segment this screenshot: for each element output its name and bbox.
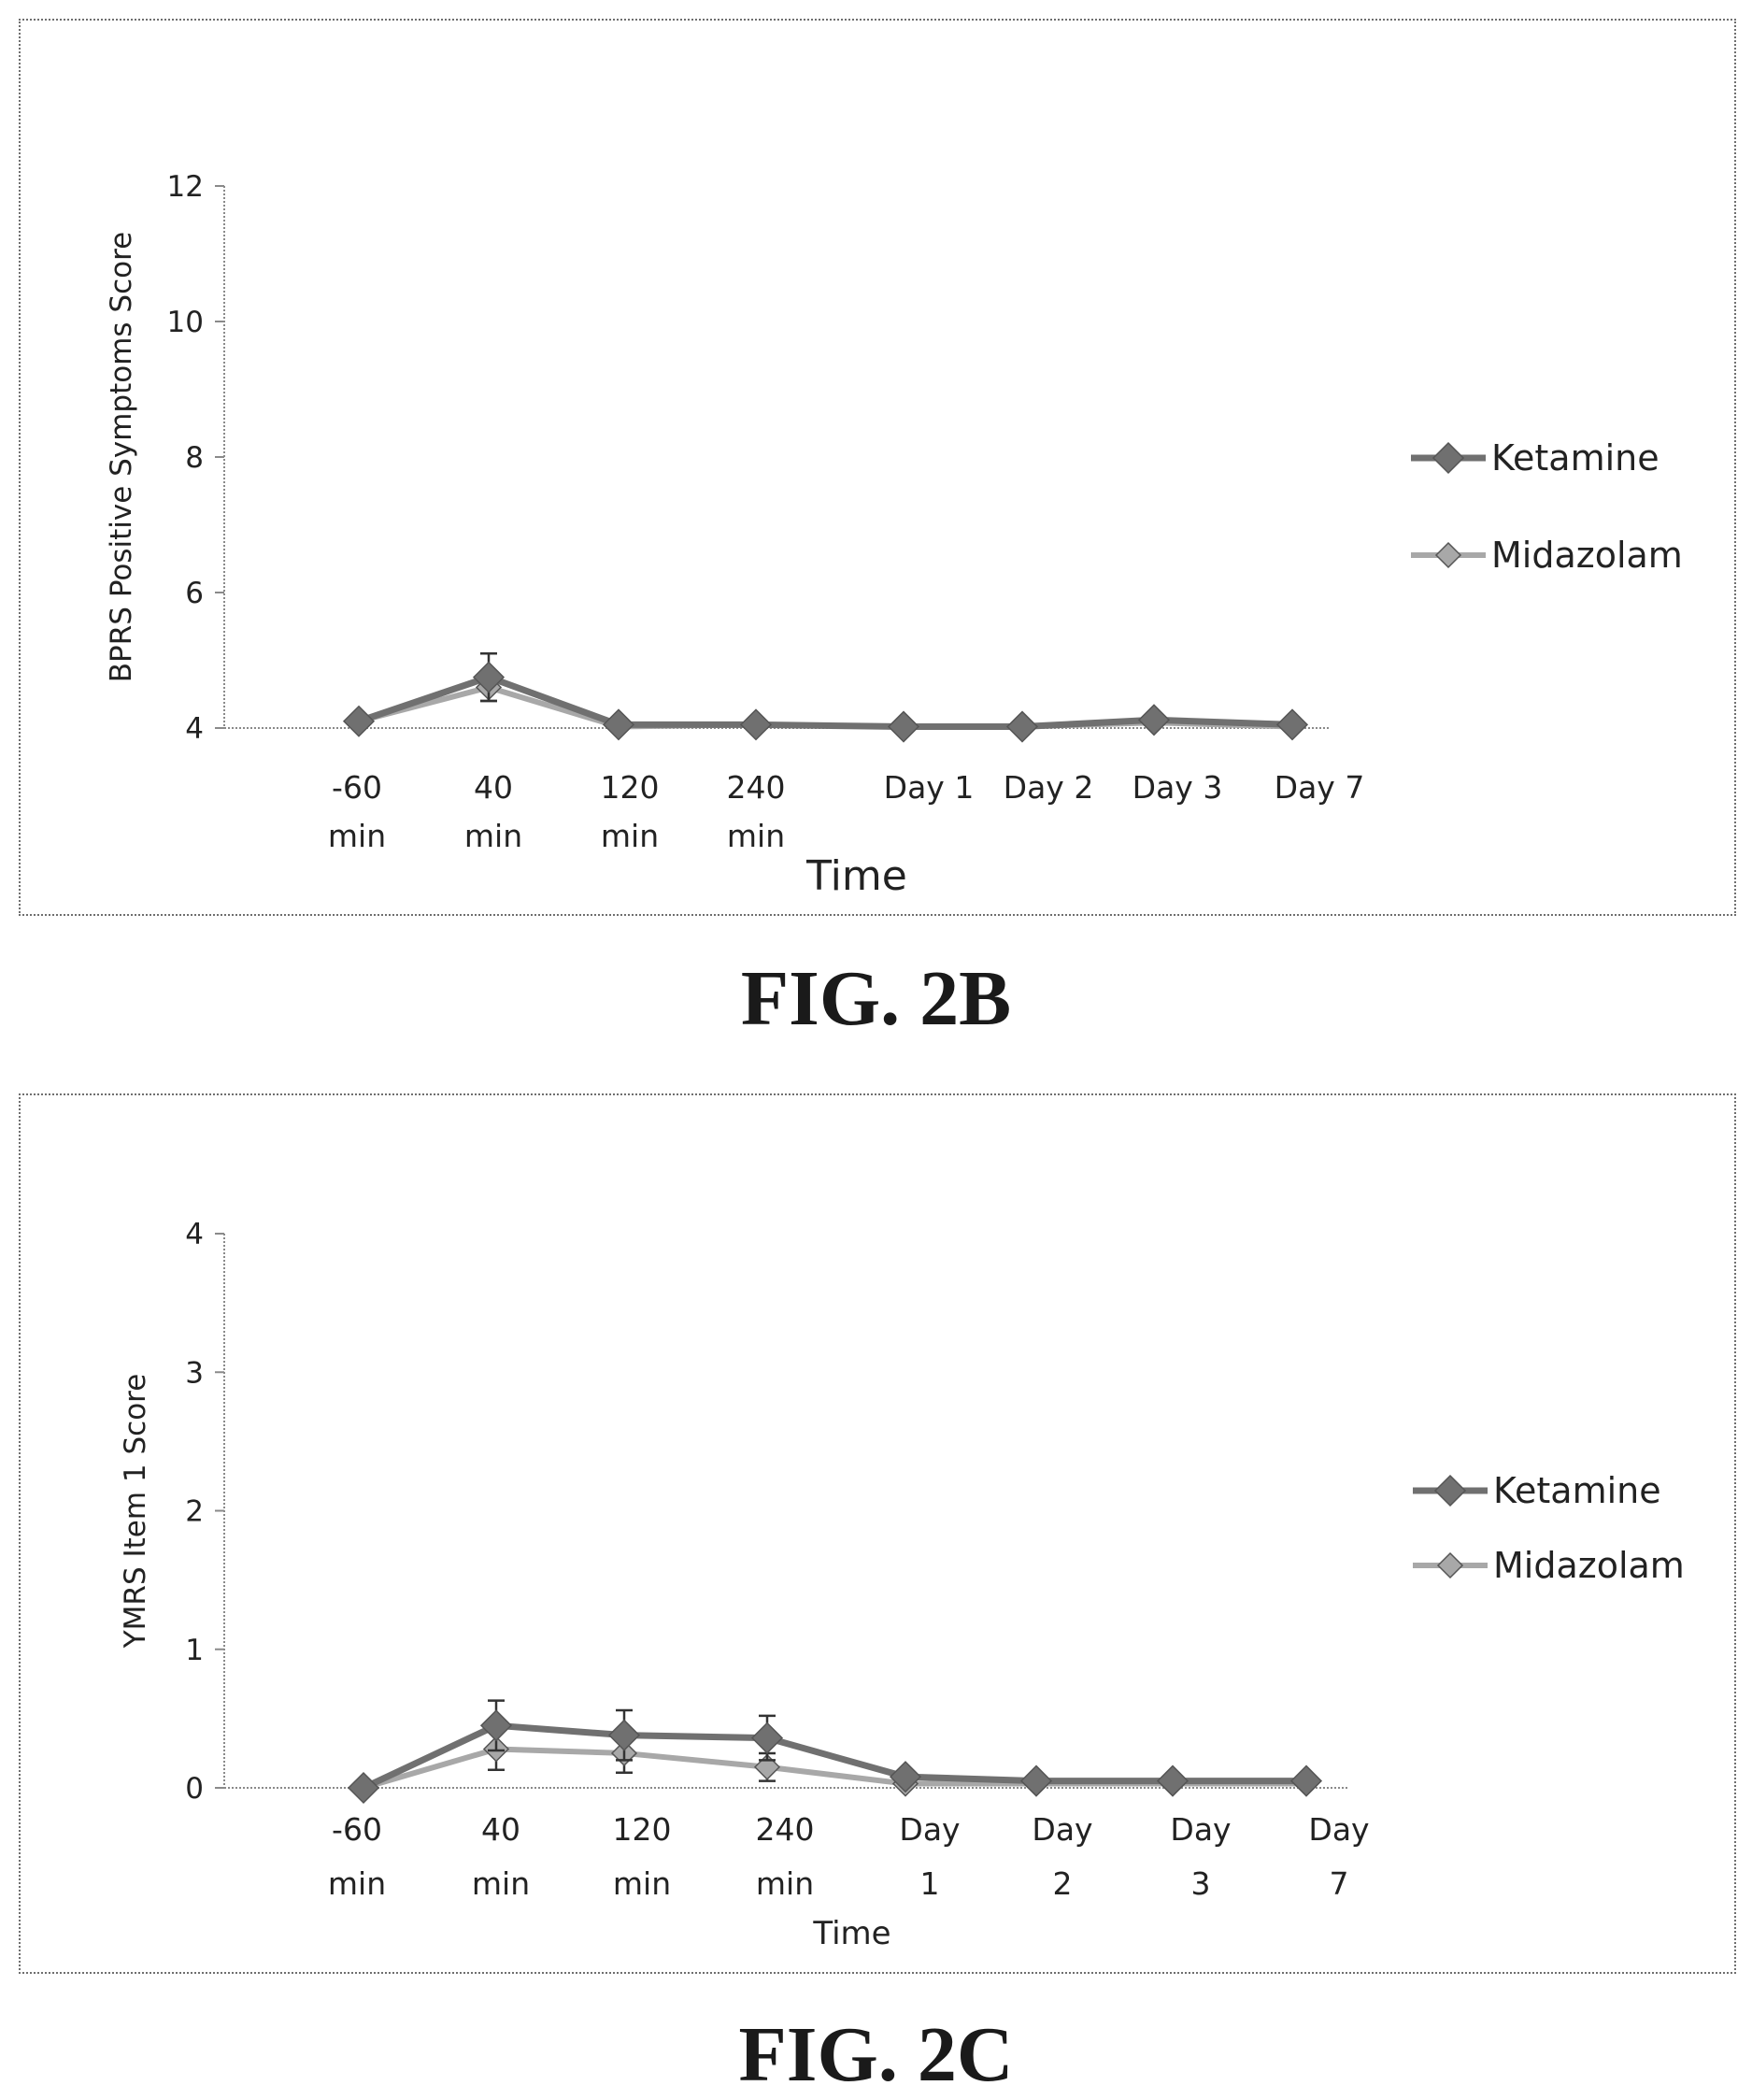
x-tick-label: Day <box>899 1811 960 1848</box>
x-tick-label: -60 <box>332 769 382 806</box>
y-tick-label: 4 <box>185 712 204 746</box>
chart-panel-fig-2b: 4 6 8 10 12 -60 min 40 min 120 min 240 min Day 1 Day 2… <box>19 19 1736 916</box>
x-tick-label: Day 7 <box>1275 769 1365 806</box>
data-point-ketamine <box>347 1771 380 1805</box>
legend-label-midazolam: Midazolam <box>1493 1545 1685 1586</box>
chart-panel-fig-2c: 0 1 2 3 4 -60 min 40 min 120 min 240 min Day 1 Day 2 Day 3… <box>19 1093 1736 1974</box>
x-tick-label: 40 <box>481 1811 520 1848</box>
x-tick-label: 40 <box>474 769 513 806</box>
data-point-ketamine <box>342 705 376 737</box>
x-tick-label: min <box>601 818 659 854</box>
series-line-ketamine <box>357 673 1293 731</box>
x-tick-label: min <box>727 818 785 854</box>
x-tick-label: 120 <box>601 769 660 806</box>
y-tick-label: 8 <box>185 441 204 475</box>
data-point-ketamine <box>887 710 920 743</box>
y-axis-title: BPRS Positive Symptoms Score <box>105 232 138 682</box>
data-point-ketamine <box>1137 704 1171 736</box>
x-tick-label: 3 <box>1191 1865 1211 1902</box>
y-tick-label: 4 <box>185 1218 204 1251</box>
y-tick-label: 3 <box>185 1356 204 1390</box>
x-tick-label: Day <box>1170 1811 1231 1848</box>
x-tick-label: min <box>613 1865 671 1902</box>
x-tick-label: min <box>328 1865 386 1902</box>
x-tick-label: Day 2 <box>1004 769 1094 806</box>
figure-caption-2b: FIG. 2B <box>740 955 1012 1042</box>
figure-caption-2c: FIG. 2C <box>738 2011 1014 2098</box>
y-tick-label: 0 <box>185 1772 204 1806</box>
legend-swatch-marker-midazolam <box>1434 541 1462 569</box>
x-tick-label: 2 <box>1053 1865 1073 1902</box>
data-point-ketamine <box>479 1709 513 1742</box>
data-point-ketamine <box>607 1719 641 1751</box>
chart-svg-fig-2c: 0 1 2 3 4 -60 min 40 min 120 min 240 min Day 1 Day 2 Day 3… <box>119 1218 1685 1952</box>
y-axis-title: YMRS Item 1 Score <box>119 1374 152 1650</box>
x-tick-label: 7 <box>1330 1865 1349 1902</box>
data-point-ketamine <box>1289 1764 1323 1797</box>
x-tick-label: min <box>756 1865 814 1902</box>
x-tick-label: min <box>464 818 522 854</box>
x-tick-label: min <box>472 1865 530 1902</box>
data-point-ketamine <box>1019 1764 1053 1797</box>
y-tick-label: 1 <box>185 1634 204 1667</box>
data-point-ketamine <box>750 1721 784 1754</box>
data-point-ketamine <box>889 1761 922 1793</box>
data-point-ketamine <box>739 708 773 741</box>
x-axis-title: Time <box>812 1915 890 1952</box>
legend-label-ketamine: Ketamine <box>1491 437 1659 479</box>
y-tick-label: 10 <box>167 306 204 339</box>
x-tick-label: Day 1 <box>884 769 975 806</box>
x-tick-label: Day 3 <box>1132 769 1223 806</box>
x-tick-label: 240 <box>756 1811 815 1848</box>
legend-label-midazolam: Midazolam <box>1491 535 1683 576</box>
chart-svg-fig-2b: 4 6 8 10 12 -60 min 40 min 120 min 240 min Day 1 Day 2… <box>105 170 1683 900</box>
x-tick-label: 120 <box>613 1811 672 1848</box>
x-axis-title: Time <box>805 852 907 900</box>
legend-swatch-marker-midazolam <box>1436 1551 1464 1579</box>
x-tick-label: 1 <box>920 1865 940 1902</box>
x-tick-label: min <box>328 818 386 854</box>
legend-swatch-marker-ketamine <box>1433 1474 1467 1507</box>
data-point-ketamine <box>602 708 635 741</box>
y-tick-label: 6 <box>185 577 204 610</box>
data-point-ketamine <box>1005 710 1039 743</box>
x-tick-label: -60 <box>332 1811 382 1848</box>
data-point-ketamine <box>1156 1764 1189 1797</box>
y-tick-label: 12 <box>167 170 204 204</box>
legend-swatch-marker-ketamine <box>1432 441 1465 475</box>
x-tick-label: 240 <box>727 769 786 806</box>
x-tick-label: Day <box>1308 1811 1369 1848</box>
data-point-ketamine <box>472 661 506 693</box>
data-point-ketamine <box>1275 708 1309 741</box>
x-tick-label: Day <box>1032 1811 1092 1848</box>
y-tick-label: 2 <box>185 1495 204 1529</box>
series-line-ketamine <box>362 1721 1306 1792</box>
legend-label-ketamine: Ketamine <box>1493 1470 1661 1511</box>
